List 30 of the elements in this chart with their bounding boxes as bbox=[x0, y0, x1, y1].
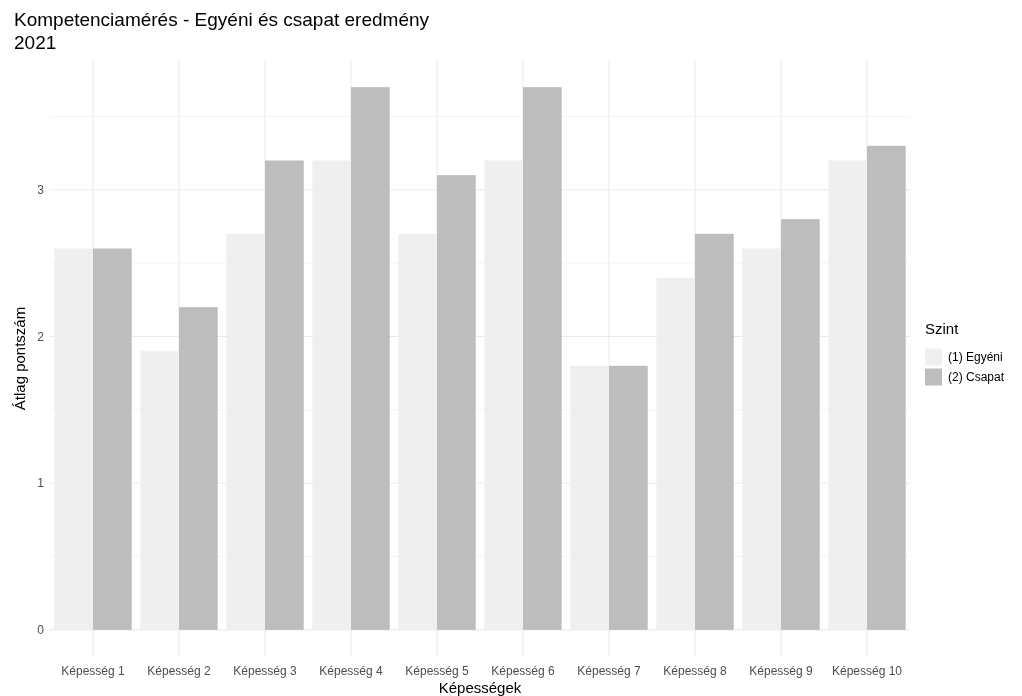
y-axis-title: Átlag pontszám bbox=[11, 306, 28, 411]
bar bbox=[523, 87, 562, 630]
bar bbox=[437, 175, 476, 630]
x-tick-label: Képesség 3 bbox=[233, 664, 298, 679]
bar bbox=[179, 307, 218, 630]
y-tick-label: 1 bbox=[37, 476, 45, 491]
legend-title: Szint bbox=[925, 319, 960, 337]
x-tick-label: Képesség 8 bbox=[663, 664, 728, 679]
bar bbox=[351, 87, 390, 630]
x-tick-label: Képesség 7 bbox=[577, 664, 642, 679]
x-tick-label: Képesség 1 bbox=[61, 664, 126, 679]
y-tick-label: 2 bbox=[37, 329, 45, 344]
bar bbox=[93, 248, 132, 630]
x-axis-title: Képességek bbox=[438, 679, 522, 696]
bar bbox=[609, 365, 648, 630]
x-tick-label: Képesség 4 bbox=[319, 664, 384, 679]
bar bbox=[695, 233, 734, 630]
y-tick-label: 3 bbox=[37, 183, 45, 198]
x-tick-label: Képesség 9 bbox=[749, 664, 814, 679]
bar bbox=[867, 145, 906, 630]
legend-label: (2) Csapat bbox=[948, 370, 1005, 385]
legend-label: (1) Egyéni bbox=[948, 350, 1003, 365]
chart-title: Kompetenciamérés - Egyéni és csapat eredmény 2021 bbox=[14, 9, 430, 53]
x-tick-label: Képesség 5 bbox=[405, 664, 470, 679]
bar bbox=[781, 219, 820, 630]
y-tick-label: 0 bbox=[37, 623, 45, 638]
x-tick-label: Képesség 2 bbox=[147, 664, 212, 679]
bar bbox=[265, 160, 304, 630]
x-tick-label: Képesség 6 bbox=[491, 664, 556, 679]
x-tick-label: Képesség 10 bbox=[831, 664, 903, 679]
